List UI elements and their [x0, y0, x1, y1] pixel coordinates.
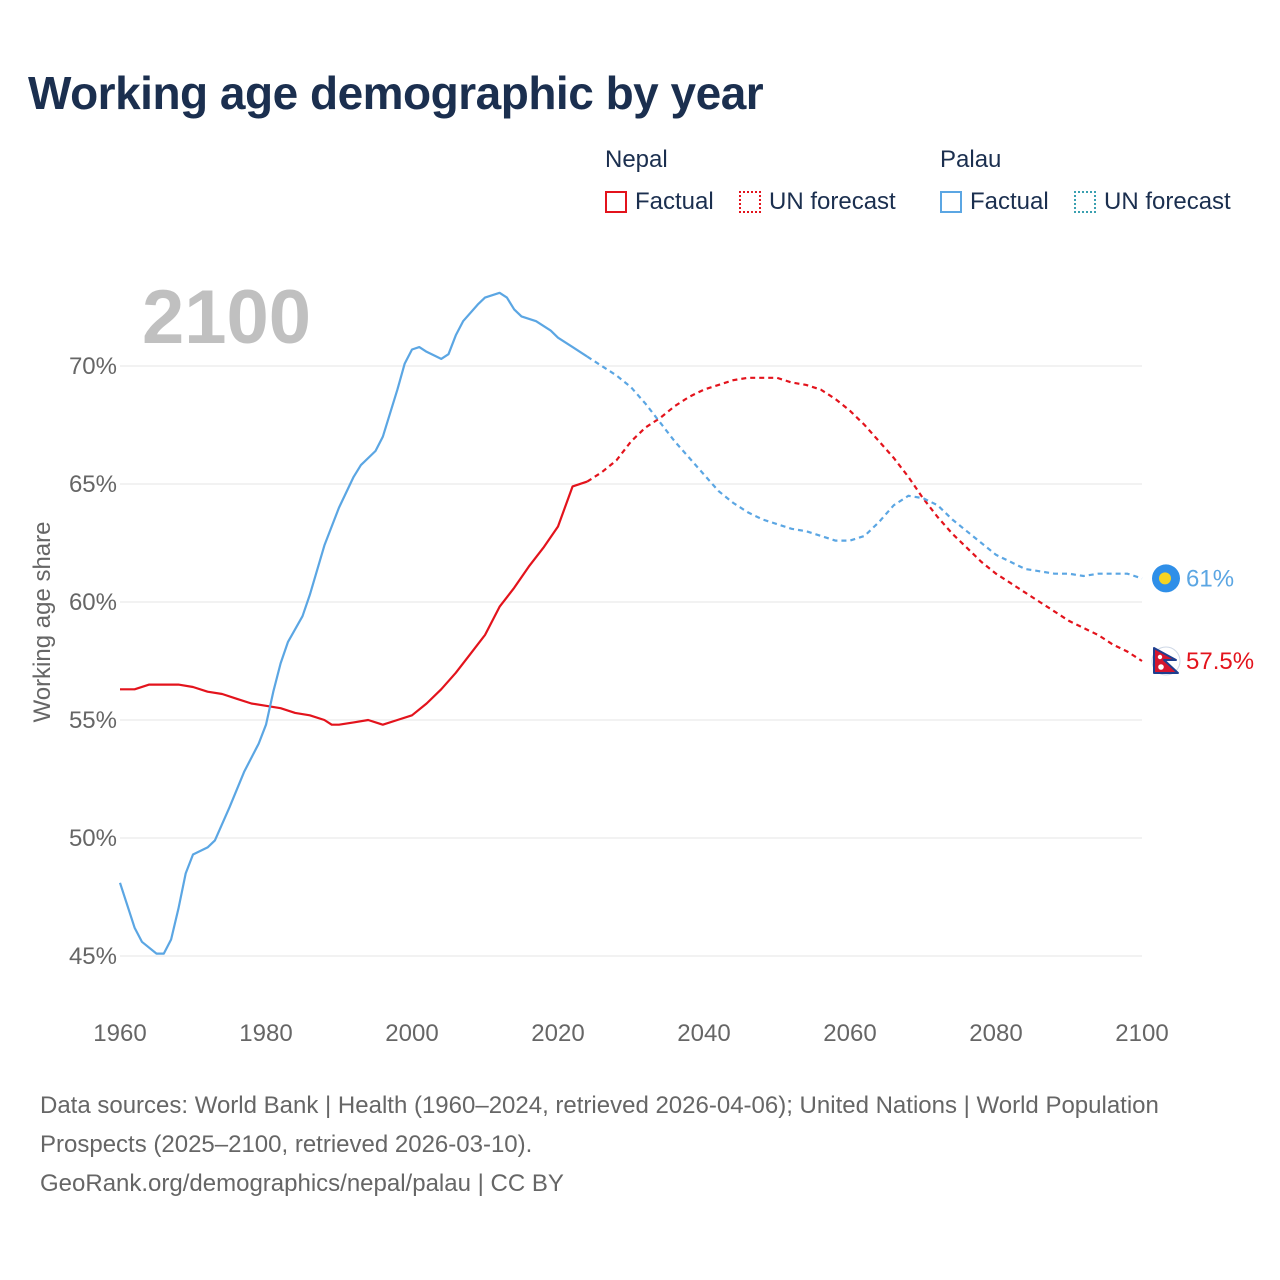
y-axis: 45% 50% 55% 60% 65% 70% — [69, 353, 117, 970]
x-tick-label: 2080 — [969, 1020, 1022, 1047]
legend-group-title: Nepal — [605, 146, 668, 173]
nepal-factual-line — [120, 480, 588, 726]
year-watermark: 2100 — [142, 275, 311, 360]
legend-item-nepal-forecast[interactable]: UN forecast — [739, 188, 896, 216]
end-labels: 61% 57.5% — [1151, 564, 1254, 676]
y-tick-label: 70% — [69, 353, 117, 380]
legend-item-palau-forecast[interactable]: UN forecast — [1074, 188, 1231, 216]
attribution-link[interactable]: GeoRank.org/demographics/nepal/palau | C… — [40, 1170, 564, 1197]
grid-lines — [120, 365, 1142, 957]
legend-group-nepal: Nepal Factual UN forecast — [605, 146, 915, 226]
y-tick-label: 65% — [69, 471, 117, 498]
legend-group-palau: Palau Factual UN forecast — [940, 146, 1250, 226]
line-chart: 2100 45% 50% 55% 60% 65% 70% 1960 1980 2000 2020… — [29, 275, 1254, 1047]
y-tick-label: 50% — [69, 825, 117, 852]
nepal-flag-icon — [1151, 646, 1181, 676]
legend-swatch — [605, 191, 627, 213]
source-text: Data sources: World Bank | Health (1960–… — [40, 1092, 1159, 1158]
legend-group-title: Palau — [940, 146, 1002, 173]
y-tick-label: 55% — [69, 707, 117, 734]
x-tick-label: 2060 — [823, 1020, 876, 1047]
legend-label: Factual — [970, 188, 1049, 215]
series-lines — [118, 291, 1143, 955]
chart-title: Working age demographic by year — [28, 67, 764, 119]
x-tick-label: 2020 — [531, 1020, 584, 1047]
legend-swatch — [940, 191, 962, 213]
nepal-forecast-line — [586, 376, 1143, 662]
legend-label: UN forecast — [769, 188, 896, 215]
legend-label: UN forecast — [1104, 188, 1231, 215]
y-tick-label: 60% — [69, 589, 117, 616]
legend-label: Factual — [635, 188, 714, 215]
data-source-note: Data sources: World Bank | Health (1960–… — [40, 1086, 1200, 1203]
legend-item-nepal-factual[interactable]: Factual — [605, 188, 714, 216]
y-tick-label: 45% — [69, 943, 117, 970]
x-tick-label: 1980 — [239, 1020, 292, 1047]
legend-swatch — [1074, 191, 1096, 213]
legend-swatch — [739, 191, 761, 213]
y-axis-label: Working age share — [29, 522, 56, 723]
palau-factual-line — [118, 291, 588, 955]
x-axis: 1960 1980 2000 2020 2040 2060 2080 2100 — [93, 1020, 1168, 1047]
legend-item-palau-factual[interactable]: Factual — [940, 188, 1049, 216]
x-tick-label: 2040 — [677, 1020, 730, 1047]
x-tick-label: 2100 — [1115, 1020, 1168, 1047]
x-tick-label: 1960 — [93, 1020, 146, 1047]
x-tick-label: 2000 — [385, 1020, 438, 1047]
palau-flag-icon — [1152, 564, 1180, 593]
palau-end-label: 61% — [1186, 565, 1234, 592]
nepal-end-label: 57.5% — [1186, 648, 1254, 675]
palau-forecast-line — [586, 355, 1143, 580]
